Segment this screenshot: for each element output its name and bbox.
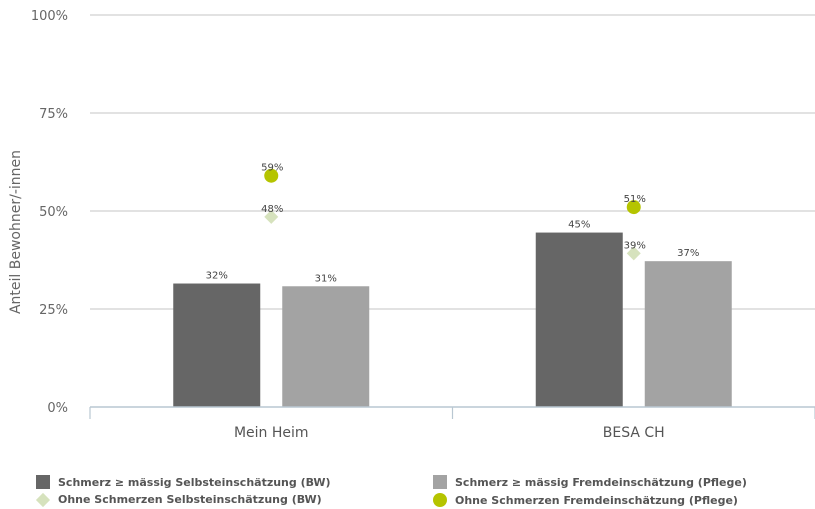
bar-data-label: 37% <box>677 248 699 259</box>
marker-circle <box>626 200 641 215</box>
bar-data-label: 31% <box>315 273 337 284</box>
marker-circle <box>264 168 279 183</box>
bar-data-label: 32% <box>206 271 228 282</box>
marker-data-label: 39% <box>624 240 646 251</box>
bar <box>644 261 732 407</box>
x-tick-label: Mein Heim <box>234 425 309 441</box>
bar <box>535 232 623 407</box>
bar <box>282 286 370 407</box>
marker-data-label: 59% <box>261 163 283 174</box>
bar-data-label: 45% <box>568 220 590 231</box>
x-axis: Mein Heim BESA CH <box>89 406 815 441</box>
marker-data-label: 51% <box>624 194 646 205</box>
bar <box>173 283 261 407</box>
y-tick-label: 100% <box>31 9 68 24</box>
marker-diamond <box>626 246 641 261</box>
y-tick-label: 75% <box>39 107 68 122</box>
y-tick-label: 0% <box>47 401 68 416</box>
y-tick-label: 50% <box>39 205 68 220</box>
x-tick-label: BESA CH <box>603 425 665 441</box>
y-axis-ticks: 0% 25% 50% 75% 100% <box>31 9 68 416</box>
y-tick-label: 25% <box>39 303 68 318</box>
marker-data-label: 48% <box>261 204 283 215</box>
bars: 32% 45% 31% 37% <box>173 220 732 407</box>
marker-diamond <box>264 209 279 224</box>
markers: 48% 39% 59% 51% <box>261 163 646 261</box>
y-axis-label: Anteil Bewohner/-innen <box>8 150 24 314</box>
